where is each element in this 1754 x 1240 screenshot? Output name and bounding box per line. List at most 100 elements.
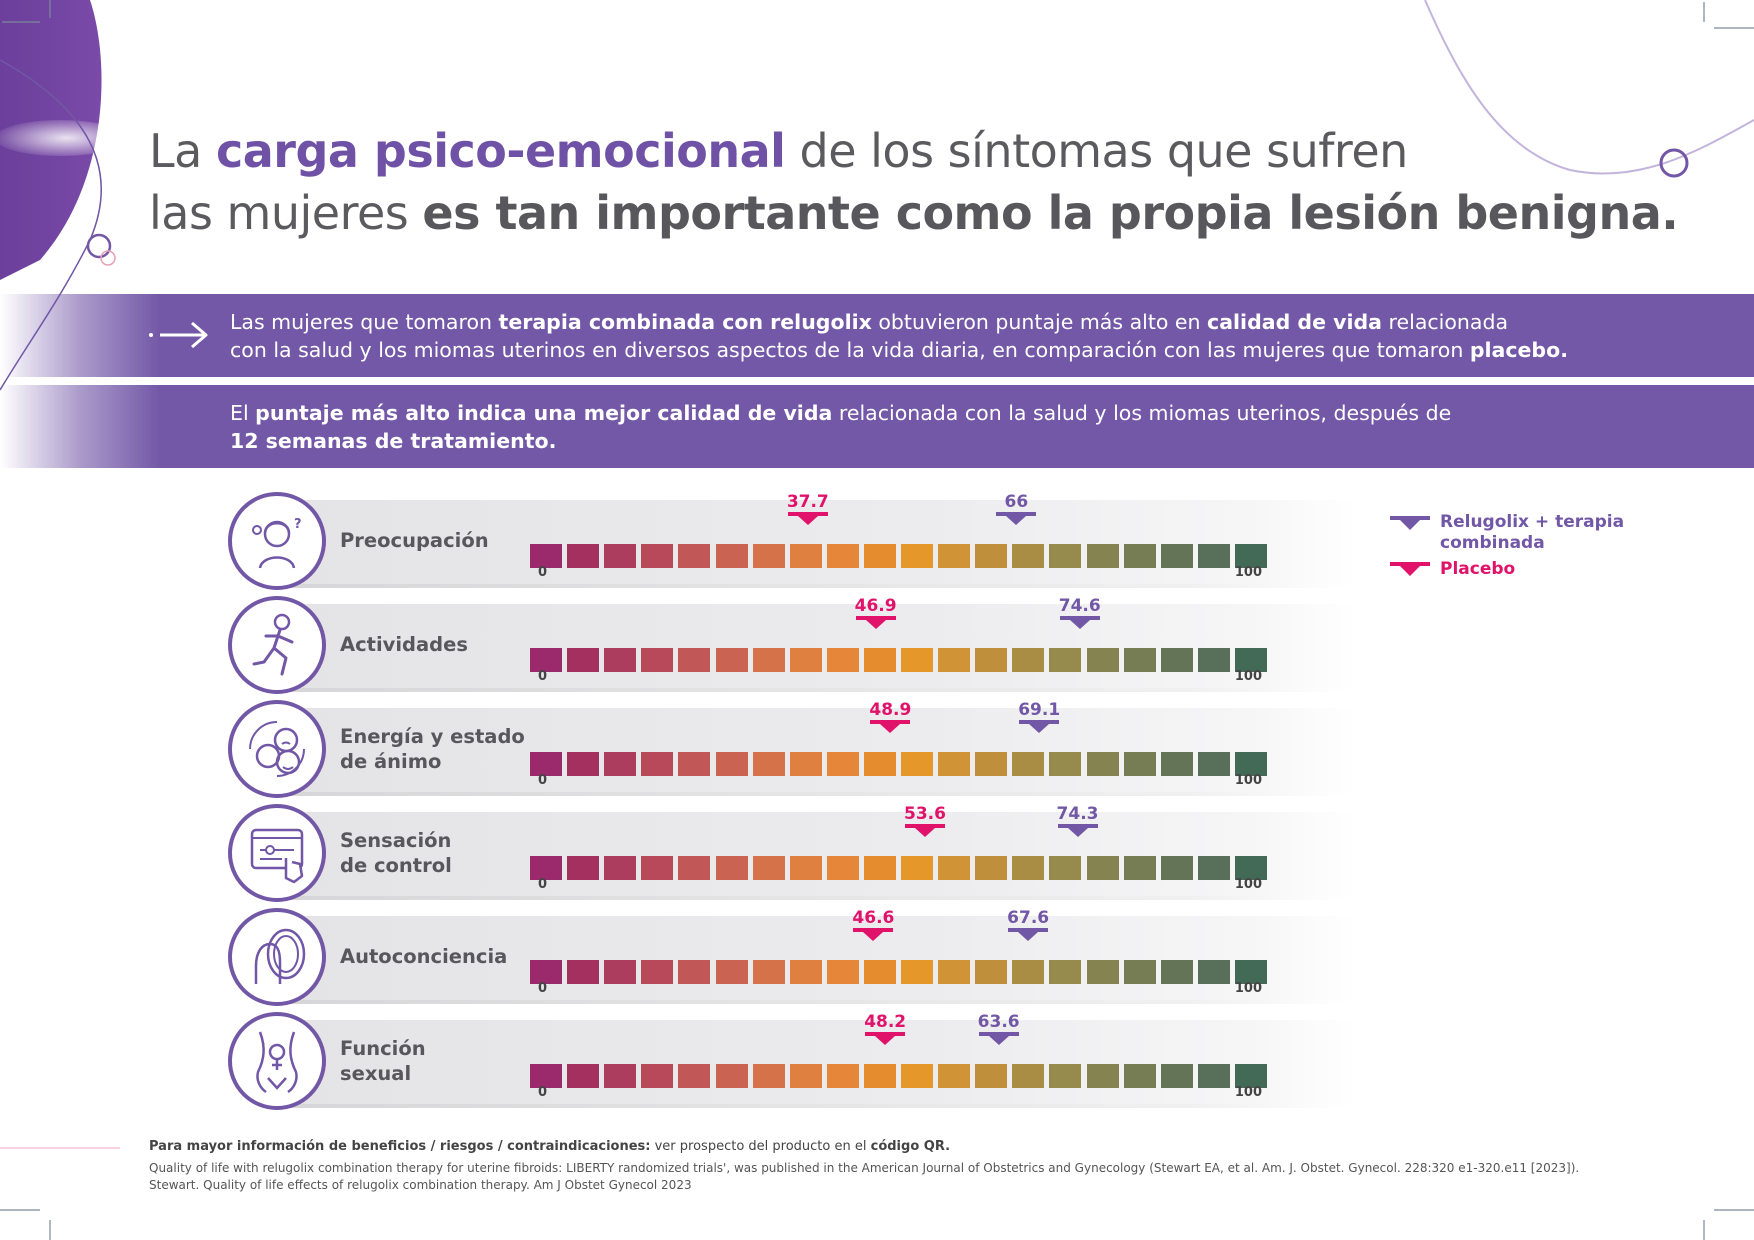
relugolix-pointer-icon	[978, 1032, 1019, 1045]
relugolix-marker: 66	[986, 493, 1046, 526]
scale-min-label: 0	[538, 981, 548, 996]
placebo-marker-icon	[1390, 562, 1430, 576]
row-divider	[288, 584, 1348, 588]
scale-segment	[1197, 1064, 1230, 1088]
scale-segment	[567, 856, 600, 880]
scale-segment	[863, 648, 896, 672]
placebo-pointer-icon	[855, 616, 896, 629]
placebo-value-label: 53.6	[903, 804, 946, 824]
chart-row: Función sexual 0 100 48.2 63.6	[228, 1012, 1358, 1110]
scale-segment	[826, 1064, 859, 1088]
scale-segment	[1012, 648, 1045, 672]
scale-segment	[789, 960, 822, 984]
scale-segment	[1197, 960, 1230, 984]
scale-segment	[1197, 648, 1230, 672]
scale-segment	[863, 960, 896, 984]
scale-segment	[530, 752, 562, 776]
scale-segment	[863, 856, 896, 880]
female-body-icon	[256, 1031, 298, 1094]
scale-segment	[567, 752, 600, 776]
relugolix-marker: 74.6	[1050, 597, 1110, 630]
category-label-line: Sensación	[340, 829, 452, 852]
scale-segment	[938, 648, 971, 672]
scale-segment	[1123, 544, 1156, 568]
relugolix-pointer-icon	[996, 512, 1037, 525]
scale-segment	[678, 1064, 711, 1088]
scale-segment	[530, 856, 562, 880]
scale-segment	[641, 1064, 674, 1088]
category-icon-circle	[228, 596, 326, 694]
placebo-value-label: 46.6	[852, 908, 895, 928]
scale-segment	[1160, 856, 1193, 880]
score-scale	[530, 1064, 1270, 1090]
scale-segment	[938, 1064, 971, 1088]
mood-faces-icon	[249, 721, 305, 777]
scale-min-label: 0	[538, 773, 548, 788]
scale-segment	[1197, 856, 1230, 880]
scale-segment	[826, 648, 859, 672]
mirror-icon	[254, 928, 306, 984]
score-scale	[530, 544, 1270, 570]
scale-segment	[826, 960, 859, 984]
arrow-right-icon	[149, 321, 208, 349]
row-divider	[288, 1000, 1348, 1004]
relugolix-value-label: 74.6	[1058, 596, 1101, 616]
scale-segment	[1086, 856, 1119, 880]
placebo-pointer-icon	[870, 720, 911, 733]
score-scale	[530, 752, 1270, 778]
chart-row: Energía y estado de ánimo 0 100 48.9 69.1	[228, 700, 1358, 798]
placebo-pointer-icon	[853, 928, 894, 941]
category-icon-circle	[228, 908, 326, 1006]
scale-segment	[567, 648, 600, 672]
scale-segment	[1234, 856, 1267, 880]
scale-segment	[975, 752, 1008, 776]
page-title: La carga psico-emocional de los síntomas…	[149, 120, 1709, 244]
scale-segment	[1049, 648, 1082, 672]
placebo-value-label: 48.2	[864, 1012, 907, 1032]
score-note-banner: El puntaje más alto indica una mejor cal…	[0, 385, 1754, 468]
scale-segment	[901, 544, 933, 568]
scale-segment	[715, 1064, 748, 1088]
relugolix-pointer-icon	[1057, 824, 1098, 837]
category-icon-circle: ?	[228, 492, 326, 590]
scale-segment	[752, 856, 785, 880]
info-banner-text: Las mujeres que tomaron terapia combinad…	[230, 310, 1568, 362]
title-line-1: La carga psico-emocional de los síntomas…	[149, 124, 1408, 178]
row-background	[278, 916, 1358, 1002]
scale-segment	[975, 1064, 1008, 1088]
footer-reference-2: Stewart. Quality of life effects of relu…	[149, 1178, 692, 1192]
scale-segment	[1123, 856, 1156, 880]
placebo-marker: 48.9	[860, 701, 920, 734]
placebo-value-label: 37.7	[786, 492, 829, 512]
scale-segment	[604, 544, 637, 568]
title-bold: es tan importante como la propia lesión …	[422, 186, 1679, 240]
scale-segment	[1234, 544, 1267, 568]
scale-segment	[752, 960, 785, 984]
scale-segment	[1086, 1064, 1119, 1088]
row-divider	[288, 896, 1348, 900]
category-icon-circle	[228, 804, 326, 902]
scale-segment	[1049, 752, 1082, 776]
category-label-line: Energía y estado	[340, 725, 525, 748]
scale-segment	[789, 1064, 822, 1088]
scale-max-label: 100	[1234, 877, 1263, 892]
scale-segment	[1049, 1064, 1082, 1088]
scale-segment	[789, 752, 822, 776]
scale-segment	[1197, 544, 1230, 568]
relugolix-value-label: 66	[1004, 492, 1029, 512]
relugolix-pointer-icon	[1008, 928, 1049, 941]
category-label: Función sexual	[340, 1036, 426, 1086]
scale-segment	[1197, 752, 1230, 776]
placebo-marker: 46.6	[843, 909, 903, 942]
row-background	[278, 1020, 1358, 1106]
scale-segment	[678, 960, 711, 984]
scale-segment	[641, 544, 674, 568]
row-divider	[288, 792, 1348, 796]
scale-segment	[752, 648, 785, 672]
category-label-line: de control	[340, 854, 452, 877]
relugolix-marker: 63.6	[969, 1013, 1029, 1046]
row-background	[278, 708, 1358, 794]
scale-min-label: 0	[538, 1085, 548, 1100]
placebo-marker: 37.7	[778, 493, 838, 526]
scale-segment	[789, 544, 822, 568]
